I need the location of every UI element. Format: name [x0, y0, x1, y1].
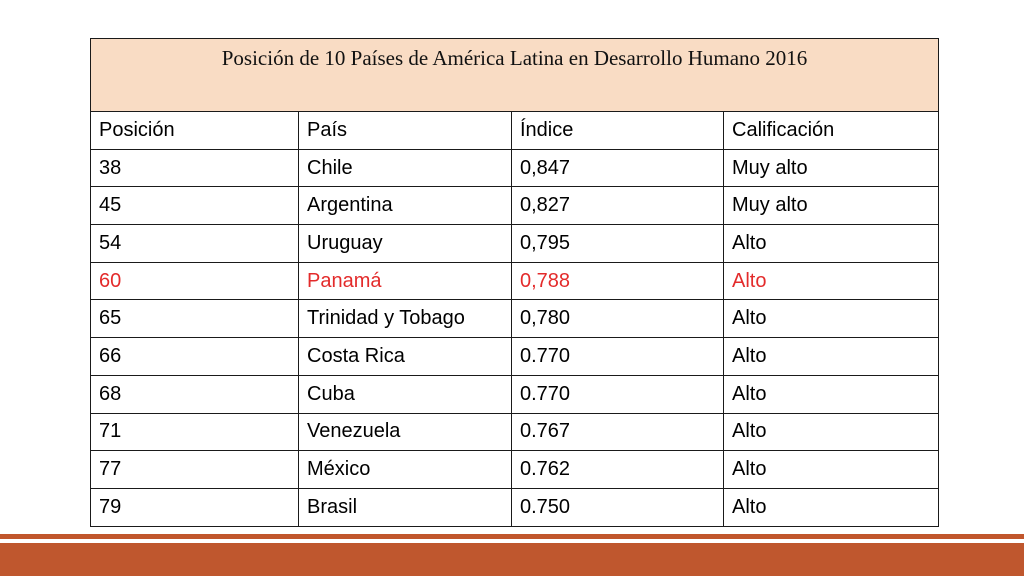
- cell-posicion: 60: [90, 261, 299, 301]
- cell-indice: 0.762: [511, 450, 724, 489]
- cell-pais: Panamá: [298, 261, 512, 301]
- header-calificacion: Calificación: [722, 111, 940, 150]
- cell-indice: 0,780: [511, 299, 724, 339]
- cell-calificacion: Alto: [722, 374, 940, 414]
- cell-indice: 0,788: [511, 261, 724, 301]
- cell-pais: Brasil: [298, 487, 512, 527]
- cell-posicion: 65: [90, 299, 299, 339]
- cell-posicion: 38: [90, 148, 299, 188]
- cell-pais: Trinidad y Tobago: [298, 299, 512, 339]
- cell-pais: México: [298, 450, 512, 489]
- cell-calificacion: Muy alto: [722, 186, 940, 226]
- cell-calificacion: Alto: [722, 487, 940, 527]
- cell-posicion: 79: [90, 487, 299, 527]
- table-row: 45 Argentina 0,827 Muy alto: [90, 186, 940, 226]
- cell-indice: 0,847: [511, 148, 724, 188]
- cell-indice: 0,795: [511, 224, 724, 263]
- cell-posicion: 45: [90, 186, 299, 226]
- cell-calificacion: Alto: [722, 450, 940, 489]
- cell-pais: Costa Rica: [298, 337, 512, 376]
- cell-calificacion: Alto: [722, 412, 940, 452]
- table-row: 71 Venezuela 0.767 Alto: [90, 412, 940, 452]
- cell-posicion: 54: [90, 224, 299, 263]
- cell-pais: Venezuela: [298, 412, 512, 452]
- cell-pais: Uruguay: [298, 224, 512, 263]
- header-indice: Índice: [511, 111, 724, 150]
- cell-posicion: 66: [90, 337, 299, 376]
- table-row: 66 Costa Rica 0.770 Alto: [90, 337, 940, 376]
- table-title-row: Posición de 10 Países de América Latina …: [89, 38, 940, 112]
- cell-indice: 0.770: [511, 374, 724, 414]
- cell-indice: 0,827: [511, 186, 724, 226]
- cell-calificacion: Alto: [722, 337, 940, 376]
- cell-indice: 0.767: [511, 412, 724, 452]
- table-title: Posición de 10 Países de América Latina …: [221, 46, 808, 70]
- cell-posicion: 77: [90, 450, 299, 489]
- cell-indice: 0.770: [511, 337, 724, 376]
- table-row: 60 Panamá 0,788 Alto: [90, 261, 940, 301]
- cell-calificacion: Alto: [722, 299, 940, 339]
- cell-pais: Chile: [298, 148, 512, 188]
- hdi-table: Posición de 10 Países de América Latina …: [89, 38, 940, 527]
- cell-pais: Argentina: [298, 186, 512, 226]
- table-title-cell: Posición de 10 Países de América Latina …: [89, 38, 940, 112]
- table-row: 77 México 0.762 Alto: [90, 450, 940, 489]
- table-row: 68 Cuba 0.770 Alto: [90, 374, 940, 414]
- table-row: 38 Chile 0,847 Muy alto: [90, 148, 940, 188]
- cell-posicion: 71: [90, 412, 299, 452]
- cell-posicion: 68: [90, 374, 299, 414]
- header-posicion: Posición: [90, 111, 299, 150]
- footer-bar: [0, 543, 1024, 576]
- table-row: 54 Uruguay 0,795 Alto: [90, 224, 940, 263]
- cell-indice: 0.750: [511, 487, 724, 527]
- cell-calificacion: Alto: [722, 224, 940, 263]
- cell-calificacion: Muy alto: [722, 148, 940, 188]
- cell-pais: Cuba: [298, 374, 512, 414]
- header-pais: País: [298, 111, 512, 150]
- footer-accent-line: [0, 534, 1024, 539]
- table-header-row: Posición País Índice Calificación: [90, 111, 940, 150]
- cell-calificacion: Alto: [722, 261, 940, 301]
- table-row: 65 Trinidad y Tobago 0,780 Alto: [90, 299, 940, 339]
- table-row: 79 Brasil 0.750 Alto: [90, 487, 940, 527]
